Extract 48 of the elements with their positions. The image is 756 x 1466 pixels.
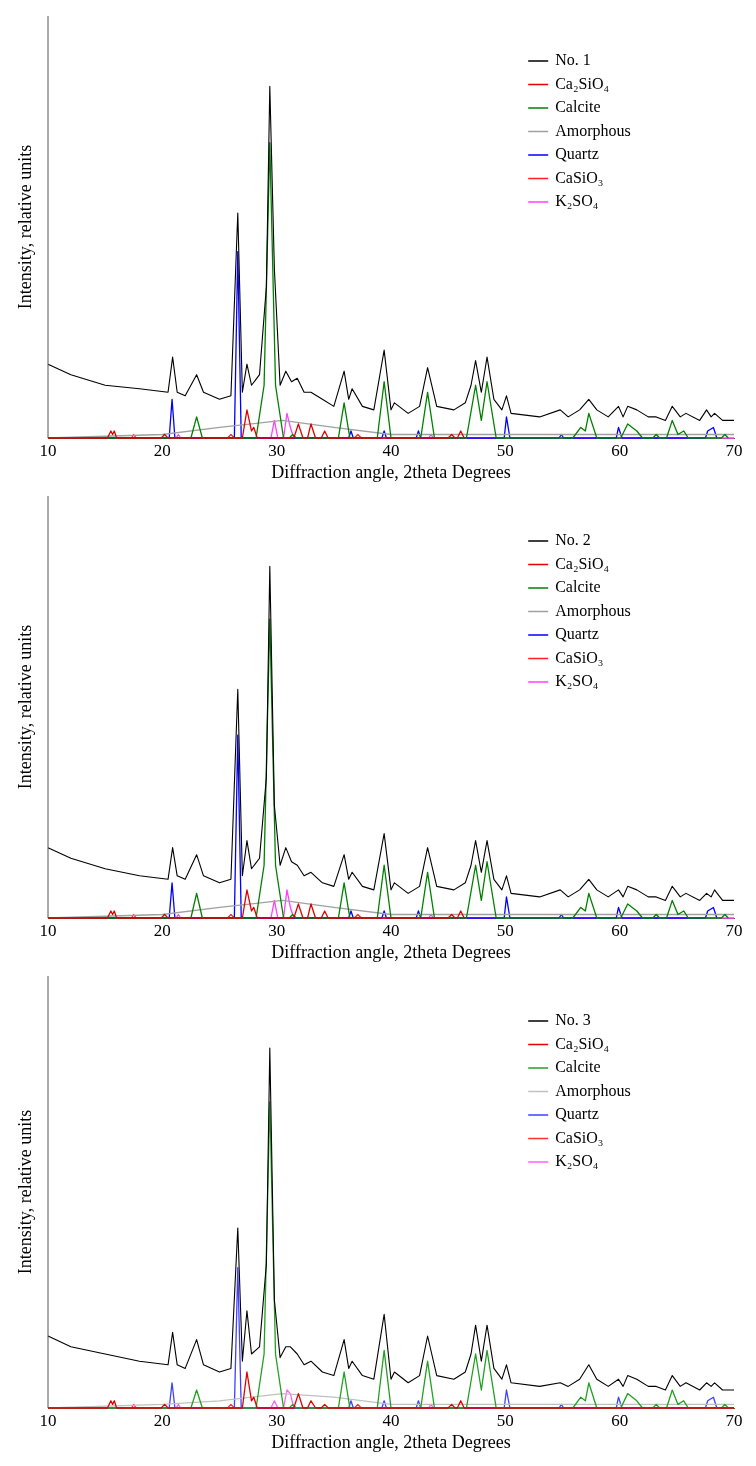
y-axis-title: Intensity, relative units [14,144,35,310]
x-tick-label: 50 [496,1410,514,1430]
legend-label: K₂SO₄ [555,192,599,210]
legend-label: CaSiO₃ [555,648,604,666]
x-tick-label: 30 [268,920,286,940]
x-tick-label: 70 [725,1410,743,1430]
legend-label: Calcite [555,578,601,596]
x-tick-label: 70 [725,920,743,940]
x-tick-label: 20 [153,1410,171,1430]
x-tick-label: 40 [382,1410,400,1430]
legend-label: Calcite [555,98,601,116]
legend-label: CaSiO₃ [555,168,604,186]
x-axis-title: Diffraction angle, 2theta Degrees [271,1431,511,1452]
legend-label: Ca₂SiO₄ [555,554,610,572]
x-tick-label: 30 [268,440,286,460]
legend-label: K₂SO₄ [555,672,599,690]
legend-label: Quartz [555,1105,599,1123]
x-tick-label: 10 [39,440,57,460]
x-tick-label: 50 [496,440,514,460]
x-tick-label: 60 [611,1410,629,1430]
x-tick-label: 30 [268,1410,286,1430]
legend-label: Amorphous [555,121,631,140]
legend-label: K₂SO₄ [555,1152,599,1170]
legend-label: CaSiO₃ [555,1128,604,1146]
legend-label: Amorphous [555,1081,631,1100]
x-tick-label: 10 [39,920,57,940]
legend-label: Amorphous [555,601,631,620]
legend-label: No. 3 [555,1011,591,1029]
legend-label: Calcite [555,1058,601,1076]
x-tick-label: 40 [382,920,400,940]
x-axis-title: Diffraction angle, 2theta Degrees [271,461,511,482]
x-tick-label: 70 [725,440,743,460]
y-axis-title: Intensity, relative units [14,624,35,790]
legend-label: Ca₂SiO₄ [555,74,610,92]
y-axis-title: Intensity, relative units [14,1109,35,1275]
x-axis-title: Diffraction angle, 2theta Degrees [271,941,511,962]
x-tick-label: 10 [39,1410,57,1430]
legend-label: No. 1 [555,51,591,69]
legend-label: Quartz [555,625,599,643]
x-tick-label: 20 [153,920,171,940]
x-tick-label: 20 [153,440,171,460]
x-tick-label: 50 [496,920,514,940]
x-tick-label: 40 [382,440,400,460]
legend-label: No. 2 [555,531,591,549]
x-tick-label: 60 [611,440,629,460]
x-tick-label: 60 [611,920,629,940]
legend-label: Ca₂SiO₄ [555,1034,610,1052]
legend-label: Quartz [555,145,599,163]
